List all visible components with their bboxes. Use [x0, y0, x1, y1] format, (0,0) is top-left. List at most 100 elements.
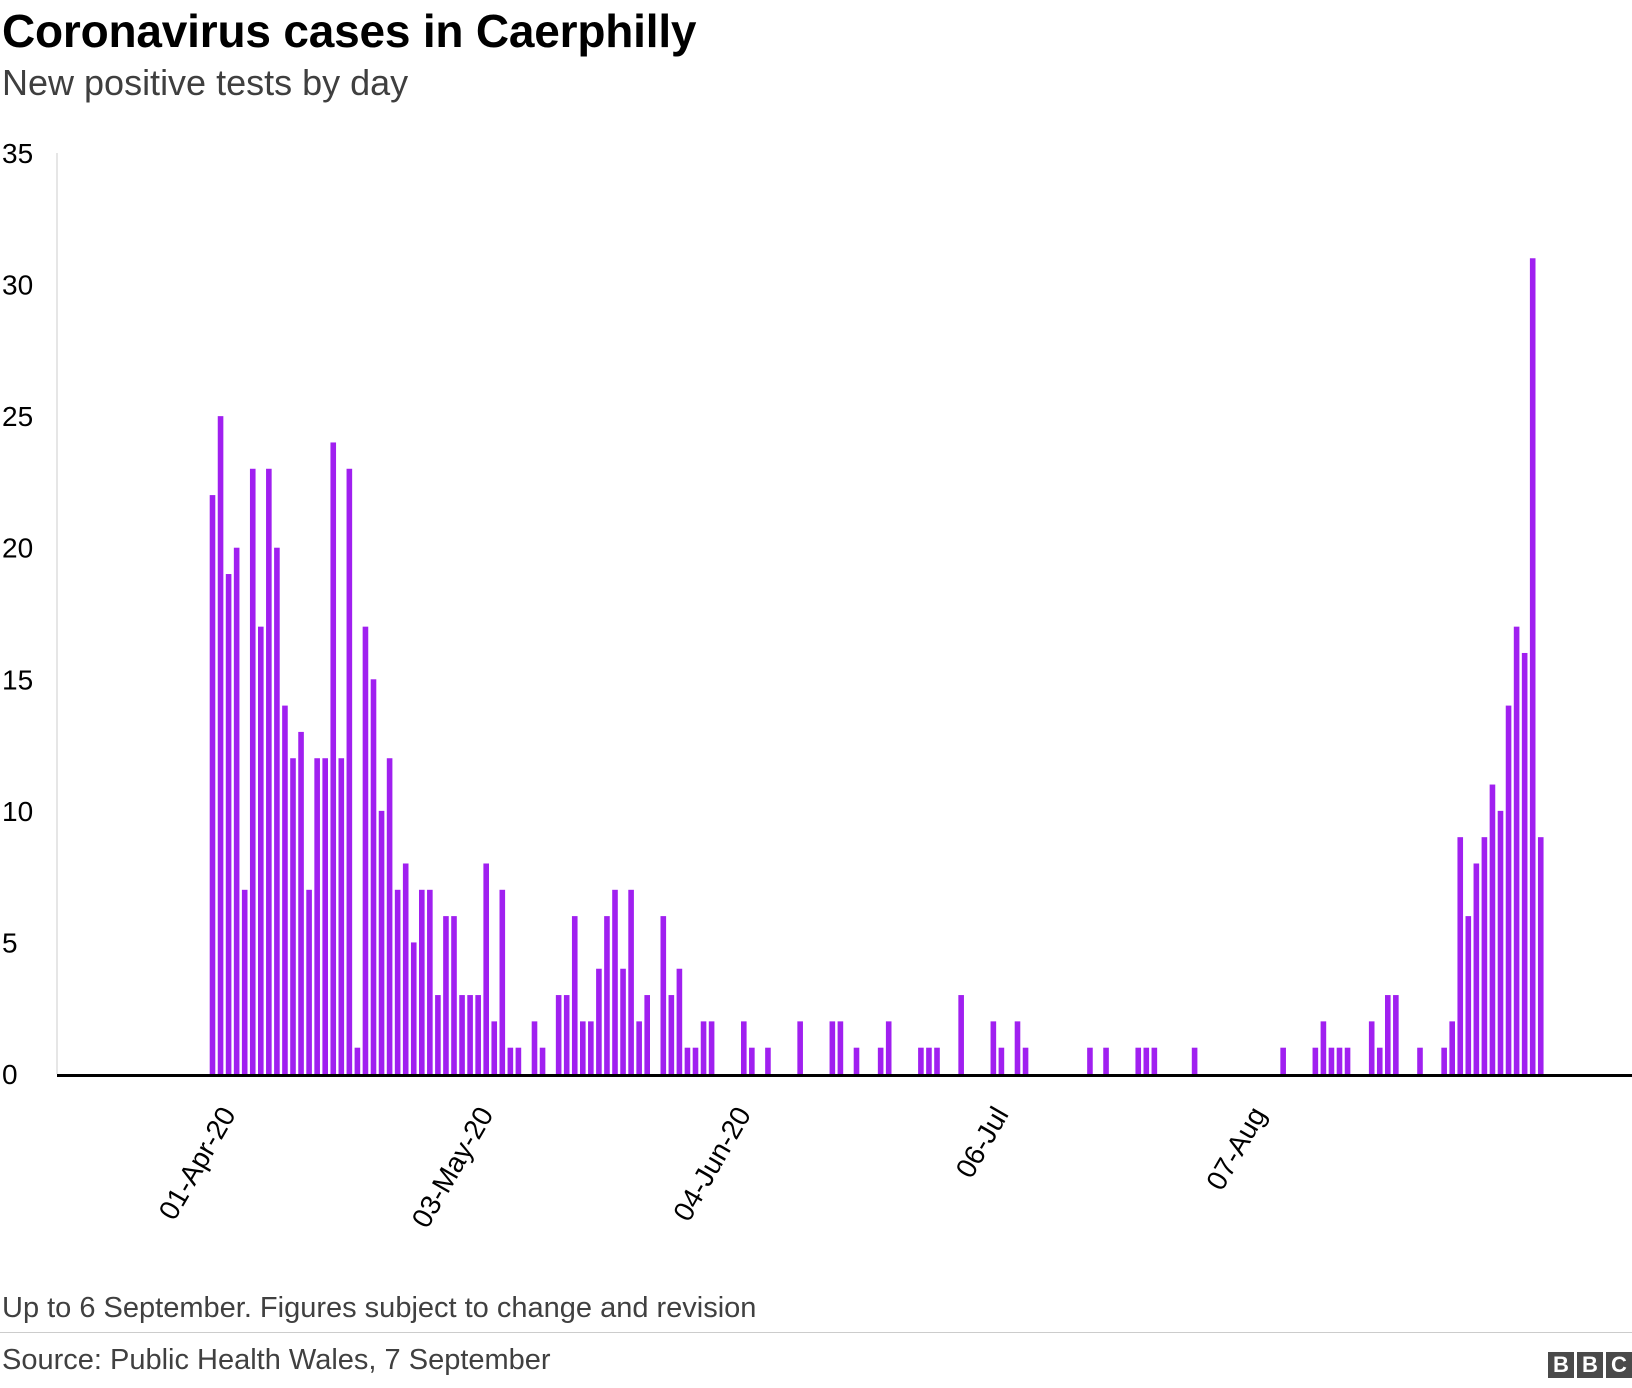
bar [1385, 995, 1391, 1074]
bar [555, 995, 562, 1074]
bar [491, 1021, 498, 1074]
bar [765, 1047, 771, 1074]
bar [700, 1021, 707, 1074]
y-tick-label: 20 [2, 533, 33, 564]
bar [427, 889, 433, 1074]
bar [346, 468, 353, 1074]
bar [467, 995, 473, 1074]
bar [1441, 1047, 1447, 1074]
bar [1280, 1047, 1286, 1074]
bar [588, 1021, 594, 1074]
bar [1393, 995, 1399, 1074]
bar [539, 1047, 546, 1074]
footnote: Up to 6 September. Figures subject to ch… [2, 1292, 757, 1324]
bar [1014, 1021, 1021, 1074]
bar [1376, 1047, 1383, 1074]
bar [1529, 258, 1536, 1074]
bar [249, 468, 256, 1074]
bar [266, 468, 272, 1074]
y-tick-label: 15 [2, 664, 33, 695]
bar [1312, 1047, 1319, 1074]
logo-letter-b1: B [1548, 1352, 1574, 1378]
logo-letter-b2: B [1577, 1352, 1603, 1378]
bar [378, 810, 385, 1074]
y-tick-label: 30 [2, 270, 33, 301]
bar [660, 916, 667, 1074]
bar [354, 1047, 361, 1074]
bar [636, 1021, 642, 1074]
bar [451, 916, 457, 1074]
bar [209, 495, 216, 1075]
bar [998, 1047, 1005, 1074]
bar [1521, 652, 1528, 1074]
bar [443, 916, 449, 1074]
bar [459, 995, 465, 1074]
bar [1151, 1047, 1158, 1074]
bar [241, 889, 248, 1074]
bar [386, 758, 393, 1074]
bar [274, 547, 280, 1074]
bar [435, 995, 441, 1074]
bar [692, 1047, 699, 1074]
bar [1505, 705, 1512, 1074]
bar [322, 758, 328, 1074]
x-tick-label: 01-Apr-20 [153, 1102, 242, 1225]
bar [1344, 1047, 1351, 1074]
y-tick-label: 35 [2, 138, 33, 169]
y-tick-label: 25 [2, 401, 33, 432]
bar [604, 916, 610, 1074]
chart-subtitle: New positive tests by day [2, 62, 409, 103]
divider [0, 1332, 1632, 1333]
bars [209, 258, 1544, 1075]
source-text: Source: Public Health Wales, 7 September [2, 1344, 551, 1376]
bar [1473, 863, 1480, 1074]
bar [684, 1047, 691, 1074]
bar [507, 1047, 514, 1074]
bar [926, 1047, 932, 1074]
bar [644, 995, 650, 1074]
bar [330, 442, 337, 1075]
bar [314, 758, 320, 1074]
bar [1087, 1047, 1093, 1074]
bar [290, 758, 296, 1074]
bar [282, 705, 288, 1074]
bar [563, 995, 570, 1074]
x-axis: 01-Apr-20 03-May-20 04-Jun-20 06-Jul 07-Aug [57, 1074, 1632, 1233]
bar [668, 995, 675, 1074]
bar [580, 1021, 586, 1074]
bar [394, 889, 401, 1074]
bar [1320, 1021, 1327, 1074]
bar [1336, 1047, 1343, 1074]
bar [1417, 1047, 1423, 1074]
bar [885, 1021, 892, 1074]
bar [225, 574, 232, 1074]
chart-title: Coronavirus cases in Caerphilly [2, 5, 697, 57]
logo-letter-c: C [1606, 1352, 1632, 1378]
bar [531, 1021, 538, 1074]
bar [1457, 837, 1464, 1074]
bar [853, 1047, 860, 1074]
x-tick-label: 06-Jul [950, 1102, 1015, 1184]
bar [1513, 626, 1520, 1074]
bar-chart: 0 5 10 15 20 25 30 35 01-Apr-20 03-May-20 04-Jun-… [2, 138, 1632, 1233]
bar [483, 863, 489, 1074]
x-tick-label: 07-Aug [1200, 1102, 1272, 1196]
bar [1465, 916, 1472, 1074]
bar [676, 968, 683, 1074]
bar [217, 416, 224, 1074]
y-tick-label: 5 [2, 927, 18, 958]
bar [1103, 1047, 1109, 1074]
bar [620, 968, 626, 1074]
bar [370, 679, 377, 1074]
bar [306, 889, 312, 1074]
y-tick-label: 0 [2, 1059, 18, 1090]
bar [475, 995, 481, 1074]
bar [829, 1021, 836, 1074]
bar [410, 942, 417, 1074]
bar [1328, 1047, 1335, 1074]
bar [708, 1021, 715, 1074]
bar [1497, 810, 1504, 1074]
bar [628, 889, 634, 1074]
bar [402, 863, 409, 1074]
bar [612, 889, 618, 1074]
